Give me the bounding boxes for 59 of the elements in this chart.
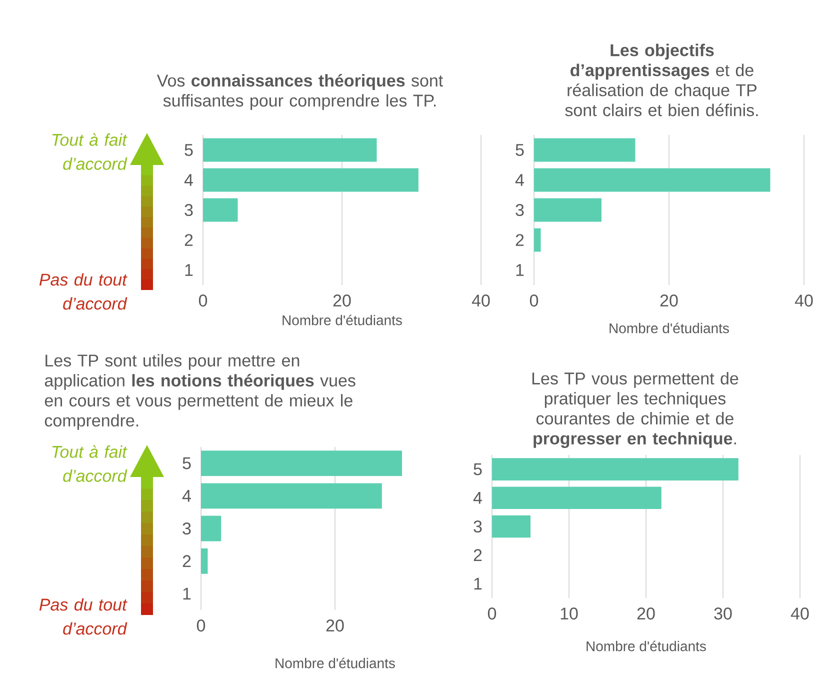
x-tick-label: 20 [333, 294, 351, 307]
y-tick-label: 3 [516, 204, 524, 216]
text: Tout à fait d’accord [52, 133, 128, 170]
chart-title: Les objectifs d’apprentissages et de réalisation de chaque TP sont clairs et bien définis. [565, 44, 758, 116]
y-tick-label: 2 [474, 549, 482, 562]
x-axis-title: Nombre d'étudiants [276, 658, 395, 668]
x-tick-label: 10 [560, 608, 578, 620]
bar [201, 450, 402, 476]
bar [201, 483, 382, 509]
text: Tout à fait d’accord [52, 445, 128, 482]
bar [534, 138, 636, 162]
y-tick-label: 5 [184, 144, 193, 156]
x-tick-label: 40 [472, 294, 490, 307]
x-tick-label: 0 [488, 608, 496, 620]
bar [534, 168, 770, 192]
bar [203, 168, 418, 192]
y-tick-label: 4 [182, 490, 191, 502]
bar [201, 516, 222, 542]
y-tick-label: 5 [516, 144, 524, 156]
x-tick-label: 30 [714, 608, 732, 620]
y-tick-label: 5 [474, 463, 482, 476]
y-tick-label: 3 [182, 522, 191, 535]
bar [203, 138, 377, 162]
chart-title: Vos connaissances théoriques sont suffisantes pour comprendre les TP. [156, 74, 444, 110]
bar [492, 486, 662, 510]
x-axis-title: Nombre d'étudiants [586, 640, 706, 652]
y-tick-label: 4 [473, 492, 482, 504]
bar [201, 548, 208, 574]
chart-title: Les TP sont utiles pour mettre en application les notions théoriques vues en cours et vous permettent de mieux le comprendre. [44, 354, 356, 430]
bar [492, 458, 738, 480]
y-tick-label: 3 [184, 204, 193, 216]
bar [534, 228, 541, 252]
y-tick-label: 1 [183, 588, 191, 600]
x-tick-label: 20 [660, 294, 678, 307]
y-tick-label: 5 [182, 457, 191, 470]
x-tick-label: 0 [198, 294, 208, 307]
y-tick-label: 1 [185, 264, 193, 276]
x-tick-label: 20 [637, 608, 655, 620]
y-tick-label: 3 [474, 520, 482, 533]
x-tick-label: 0 [530, 294, 538, 307]
y-tick-label: 2 [182, 555, 191, 568]
bar [534, 198, 602, 222]
bar [203, 198, 238, 222]
x-axis-title: Nombre d'étudiants [610, 322, 729, 334]
x-tick-label: 0 [196, 620, 206, 632]
x-tick-label: 40 [790, 608, 809, 620]
x-tick-label: 20 [326, 620, 344, 632]
y-tick-label: 2 [184, 234, 193, 246]
y-tick-label: 2 [516, 234, 524, 246]
text: Pas du tout d’accord [39, 598, 128, 635]
x-tick-label: 40 [794, 294, 813, 307]
y-tick-label: 1 [474, 578, 482, 590]
chart-title: Les TP vous permettent de pratiquer les techniques courantes de chimie et de progresser en technique. [532, 372, 738, 448]
x-axis-title: Nombre d'étudiants [282, 314, 402, 326]
y-tick-label: 4 [515, 174, 524, 186]
y-tick-label: 4 [184, 174, 193, 186]
bar [492, 515, 530, 538]
y-tick-label: 1 [516, 264, 524, 276]
text: Pas du tout d’accord [39, 273, 128, 310]
